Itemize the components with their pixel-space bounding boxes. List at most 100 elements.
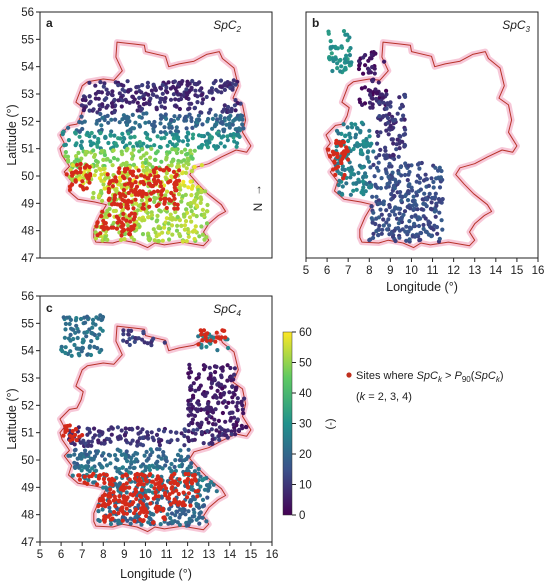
exceedance-point <box>126 227 131 232</box>
site-point <box>204 94 209 100</box>
site-point <box>399 117 404 122</box>
exceedance-point <box>162 483 167 488</box>
site-point <box>237 126 242 131</box>
site-point <box>357 63 362 68</box>
exceedance-point <box>101 477 106 482</box>
exceedance-point <box>107 213 112 218</box>
site-point <box>74 141 79 146</box>
y-tick-label: 52 <box>21 400 34 412</box>
site-point <box>170 132 175 137</box>
site-point <box>365 155 370 160</box>
site-point <box>199 188 204 193</box>
site-point <box>181 179 186 184</box>
site-point <box>390 234 396 239</box>
site-point <box>192 510 197 515</box>
site-point <box>72 442 77 447</box>
site-point <box>193 431 198 436</box>
site-point <box>84 464 89 469</box>
site-point <box>439 218 444 223</box>
site-point <box>188 370 194 375</box>
site-point <box>93 236 98 241</box>
exceedance-point <box>100 494 105 499</box>
exceedance-point <box>138 493 143 498</box>
site-point <box>198 195 203 200</box>
site-point <box>197 234 202 239</box>
site-point <box>174 430 179 435</box>
site-point <box>206 110 212 115</box>
site-point <box>184 166 189 171</box>
x-tick-label: 6 <box>324 265 330 277</box>
site-point <box>78 316 84 322</box>
site-point <box>175 214 180 220</box>
site-point <box>143 130 148 136</box>
site-point <box>175 452 181 457</box>
exceedance-point <box>61 433 66 438</box>
site-point <box>80 340 85 345</box>
site-point <box>192 413 198 418</box>
exceedance-point <box>122 182 128 187</box>
site-point <box>189 101 194 106</box>
site-point <box>131 126 137 131</box>
site-point <box>94 468 99 473</box>
site-point <box>399 102 405 107</box>
site-point <box>184 126 189 131</box>
site-point <box>76 351 81 356</box>
site-point <box>412 221 417 226</box>
site-point <box>141 329 146 334</box>
exceedance-point <box>136 472 142 477</box>
site-point <box>345 125 350 130</box>
site-point <box>343 57 348 63</box>
site-point <box>384 171 389 176</box>
site-point <box>392 228 397 233</box>
exceedance-point <box>117 191 122 196</box>
exceedance-point <box>331 167 336 172</box>
site-point <box>186 422 191 428</box>
site-point <box>226 104 231 110</box>
site-point <box>361 175 366 180</box>
site-point <box>370 194 375 199</box>
site-point <box>168 212 173 217</box>
exceedance-point <box>102 480 107 485</box>
site-point <box>392 186 397 191</box>
site-point <box>210 126 215 131</box>
site-point <box>137 216 142 221</box>
site-point <box>146 236 151 242</box>
exceedance-point <box>131 217 136 222</box>
site-point <box>214 364 219 369</box>
exceedance-point <box>136 168 141 173</box>
exceedance-point <box>177 168 182 173</box>
site-point <box>140 427 145 432</box>
exceedance-point <box>87 165 92 170</box>
site-point <box>91 190 96 196</box>
site-point <box>225 80 230 85</box>
site-point <box>140 147 145 152</box>
site-point <box>149 216 154 221</box>
site-point <box>226 400 231 405</box>
exceedance-point <box>193 489 198 494</box>
site-point <box>180 139 186 144</box>
exceedance-point <box>100 209 105 214</box>
site-point <box>140 232 146 237</box>
site-point <box>240 407 245 412</box>
site-point <box>160 466 165 471</box>
exceedance-point <box>112 478 117 483</box>
site-point <box>104 463 110 468</box>
site-point <box>101 485 106 490</box>
exceedance-point <box>120 229 125 234</box>
site-point <box>346 166 351 171</box>
site-point <box>396 154 401 159</box>
exceedance-point <box>163 491 168 496</box>
exceedance-point <box>97 474 102 479</box>
site-point <box>89 331 94 336</box>
exceedance-point <box>129 211 134 216</box>
site-point <box>200 478 205 483</box>
site-point <box>106 90 111 96</box>
site-point <box>200 142 205 148</box>
site-point <box>399 198 404 203</box>
panel-b-xlabel: Longitude (°) <box>386 280 458 294</box>
site-point <box>196 113 201 118</box>
site-point <box>79 103 84 108</box>
site-point <box>429 176 434 181</box>
site-point <box>396 226 401 231</box>
site-point <box>376 160 381 165</box>
